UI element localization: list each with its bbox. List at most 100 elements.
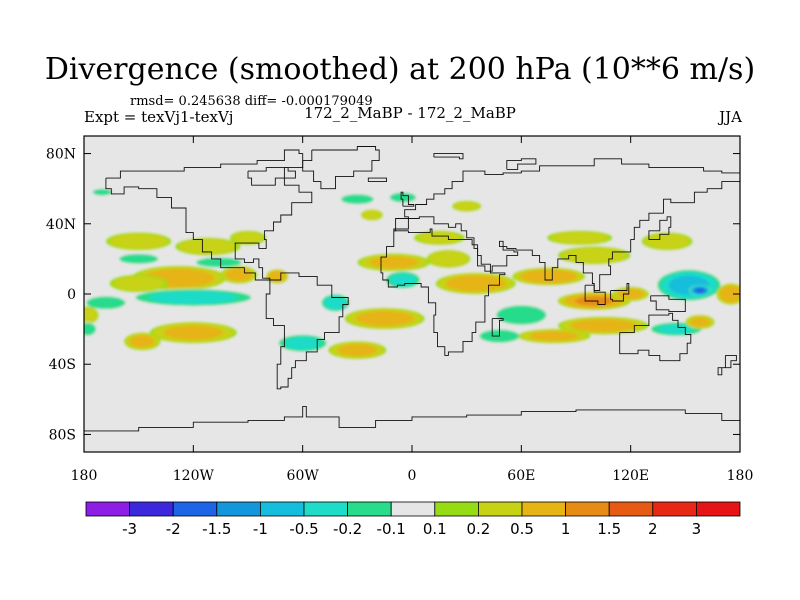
colorbar-swatch <box>521 501 566 517</box>
contour-band <box>130 335 155 348</box>
contour-band <box>417 231 462 244</box>
colorbar-swatch <box>347 501 392 517</box>
north-america-outline <box>105 149 313 281</box>
season-label: JJA <box>719 108 742 126</box>
colorbar-swatch <box>216 501 261 517</box>
contour-band <box>341 194 374 204</box>
colorbar-label: 0.2 <box>466 520 490 538</box>
contour-band <box>196 257 242 268</box>
contour-band <box>529 331 579 341</box>
contour-band <box>561 247 628 264</box>
baffin-outline <box>247 167 296 186</box>
contour-band <box>337 344 377 357</box>
colorbar-label: -0.1 <box>377 520 406 538</box>
borneo-outline <box>610 283 630 302</box>
contour-band <box>690 317 710 327</box>
contour-band <box>570 319 637 332</box>
contour-band <box>113 275 165 292</box>
colorbar-swatch <box>303 501 348 517</box>
greenland-outline <box>302 146 380 190</box>
svalbard-outline <box>433 153 464 160</box>
contour-band <box>719 285 740 303</box>
x-tick-label: 0 <box>408 468 417 484</box>
uk-outline <box>400 191 415 207</box>
y-tick-label: 40S <box>49 357 76 373</box>
contour-band <box>178 238 238 255</box>
australia-outline <box>619 312 692 362</box>
novaya-zemlya-outline <box>506 158 537 170</box>
model-label: 172_2_MaBP - 172_2_MaBP <box>304 104 516 122</box>
colorbar-swatch <box>696 501 741 517</box>
contour-band <box>84 322 96 336</box>
contour-band <box>362 210 382 220</box>
y-tick-label: 0 <box>67 287 76 303</box>
colorbar-label: 2 <box>648 520 658 538</box>
contour-band <box>644 233 690 250</box>
colorbar-swatch <box>652 501 697 517</box>
colorbar-swatch <box>85 501 130 517</box>
colorbar-swatch <box>608 501 654 517</box>
colorbar: -3 -2 -1.5 -1 -0.5 -0.2 -0.1 0.1 0.2 0.5 1 1.5 2 3 <box>85 501 741 538</box>
madagascar-outline <box>491 318 504 337</box>
experiment-label: Expt = texVj1-texVj <box>84 108 234 126</box>
colorbar-label: -2 <box>166 520 181 538</box>
south-america-outline <box>265 272 349 390</box>
x-tick-label: 180 <box>71 468 98 484</box>
colorbar-swatch <box>390 501 436 517</box>
x-tick-label: 120E <box>612 468 649 484</box>
colorbar-label: -0.5 <box>289 520 318 538</box>
colorbar-swatch <box>477 501 523 517</box>
contour-band <box>119 254 159 264</box>
x-tick-label: 180 <box>727 468 754 484</box>
contour-band <box>496 305 547 325</box>
colorbar-label: 3 <box>692 520 702 538</box>
iceland-outline <box>367 177 387 183</box>
colorbar-swatch <box>259 501 305 517</box>
contour-band <box>694 288 706 293</box>
colorbar-label: 0.1 <box>423 520 447 538</box>
colorbar-swatch <box>434 501 479 517</box>
contour-band <box>92 189 112 196</box>
contour-band <box>355 310 414 327</box>
x-tick-label: 60W <box>287 468 320 484</box>
coastlines <box>84 146 740 432</box>
x-tick-label: 120W <box>173 468 215 484</box>
contour-band <box>148 291 238 304</box>
contour-fields <box>84 188 740 359</box>
colorbar-label: -1 <box>253 520 268 538</box>
y-tick-label: 80S <box>49 427 76 443</box>
stats-label: rmsd= 0.245638 diff= -0.000179049 <box>130 94 373 109</box>
contour-band <box>445 275 507 292</box>
contour-band <box>163 325 223 340</box>
colorbar-label: -0.2 <box>333 520 362 538</box>
y-tick-label: 80N <box>46 147 76 163</box>
new-zealand-outline <box>717 354 737 376</box>
contour-band <box>389 192 416 203</box>
contour-band <box>268 270 286 283</box>
colorbar-label: 1.5 <box>597 520 621 538</box>
new-guinea-outline <box>650 295 686 313</box>
colorbar-label: 1 <box>561 520 571 538</box>
chart-title: Divergence (smoothed) at 200 hPa (10**6 … <box>44 52 756 87</box>
axes: 180 120W 60W 0 60E 120E 180 80N 40N 0 40S 80S <box>46 136 753 484</box>
x-tick-label: 60E <box>507 468 535 484</box>
africa-outline <box>380 228 506 356</box>
colorbar-label: 0.5 <box>510 520 534 538</box>
colorbar-swatch <box>129 501 174 517</box>
contour-band <box>232 231 264 244</box>
contour-band <box>324 295 347 310</box>
eurasia-outline <box>393 158 740 291</box>
antarctica-outline <box>84 405 740 432</box>
contour-band <box>84 307 98 324</box>
contour-band <box>428 250 469 267</box>
contour-band <box>284 336 322 350</box>
colorbar-label: -1.5 <box>202 520 231 538</box>
contour-band <box>617 288 644 300</box>
contour-band <box>389 273 416 287</box>
colorbar-swatch <box>565 501 610 517</box>
contour-band <box>369 256 419 269</box>
contour-band <box>109 233 169 250</box>
japan-outline <box>648 216 672 241</box>
colorbar-label: -3 <box>122 520 137 538</box>
